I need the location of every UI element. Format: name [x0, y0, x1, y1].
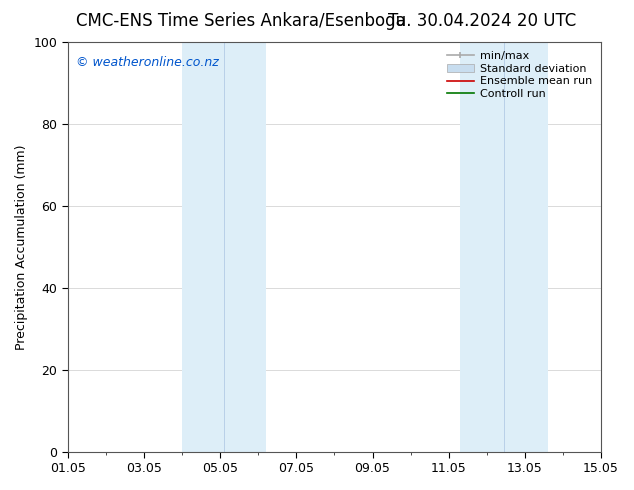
- Text: Tu. 30.04.2024 20 UTC: Tu. 30.04.2024 20 UTC: [388, 12, 576, 30]
- Legend: min/max, Standard deviation, Ensemble mean run, Controll run: min/max, Standard deviation, Ensemble me…: [443, 48, 595, 102]
- Bar: [460, 42, 548, 452]
- Bar: [182, 42, 266, 452]
- Y-axis label: Precipitation Accumulation (mm): Precipitation Accumulation (mm): [15, 144, 28, 349]
- Text: © weatheronline.co.nz: © weatheronline.co.nz: [76, 56, 219, 70]
- Text: CMC-ENS Time Series Ankara/Esenboga: CMC-ENS Time Series Ankara/Esenboga: [76, 12, 406, 30]
